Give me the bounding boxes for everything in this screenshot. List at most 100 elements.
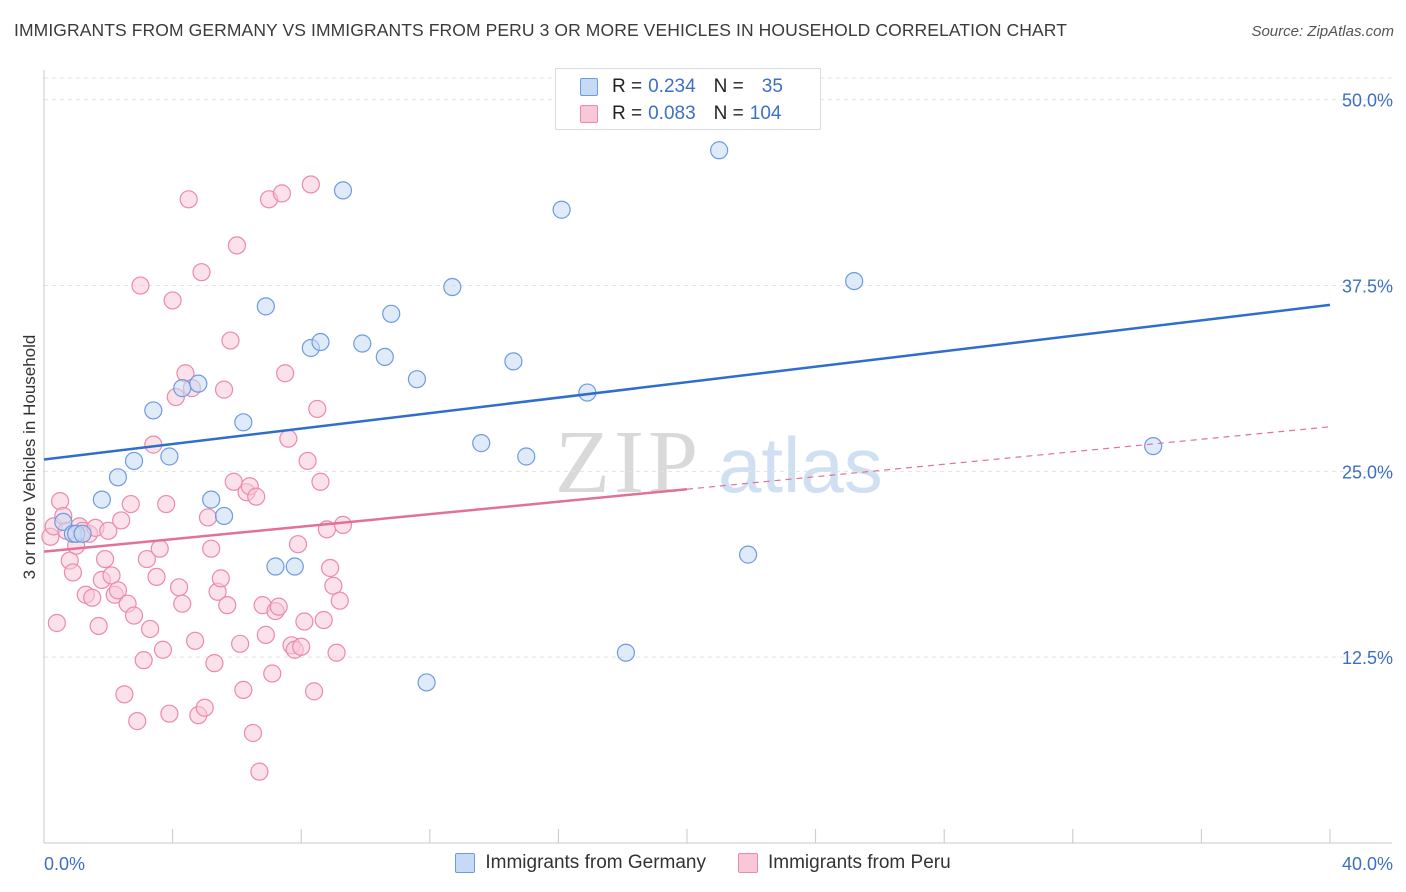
point-peru <box>186 631 205 650</box>
point-peru <box>269 597 288 616</box>
point-peru <box>115 685 134 704</box>
point-peru <box>231 634 250 653</box>
x-tick-label: 0.0% <box>44 854 85 874</box>
point-peru <box>50 491 70 511</box>
point-peru <box>295 612 314 631</box>
series-label-peru: Immigrants from Peru <box>768 852 951 873</box>
point-peru <box>153 640 173 659</box>
point-peru <box>137 549 156 569</box>
point-germany <box>417 673 436 692</box>
point-peru <box>47 613 66 633</box>
legend-swatch-peru <box>580 105 598 123</box>
point-peru <box>321 558 340 578</box>
trendline-peru-extension <box>686 426 1331 490</box>
point-germany <box>1144 436 1163 456</box>
y-tick-label: 12.5% <box>1342 648 1393 668</box>
point-germany <box>311 332 330 352</box>
point-peru <box>234 680 253 699</box>
point-peru <box>202 539 221 558</box>
y-tick-label: 50.0% <box>1342 91 1393 111</box>
point-peru <box>333 515 353 534</box>
point-germany <box>353 334 372 353</box>
legend-r-label: R = <box>612 103 643 124</box>
point-peru <box>160 704 179 723</box>
point-peru <box>112 511 131 530</box>
point-germany <box>173 379 192 398</box>
point-peru <box>163 291 182 310</box>
point-germany <box>108 468 128 487</box>
point-peru <box>205 654 224 673</box>
point-peru <box>311 472 330 491</box>
point-peru <box>330 591 349 610</box>
point-peru <box>124 606 144 625</box>
source-credit: Source: ZipAtlas.com <box>1251 23 1394 40</box>
point-peru <box>272 184 292 203</box>
x-tick-label: 40.0% <box>1342 854 1393 874</box>
point-peru <box>308 399 327 419</box>
point-peru <box>192 263 211 282</box>
y-axis-label: 3 or more Vehicles in Household <box>20 335 39 580</box>
point-germany <box>472 434 491 453</box>
point-peru <box>89 616 108 636</box>
point-germany <box>738 545 758 564</box>
series-swatch-germany <box>455 853 476 873</box>
point-germany <box>443 277 462 297</box>
y-tick-label: 25.0% <box>1342 462 1393 482</box>
series-legend-peru: Immigrants from Peru <box>738 852 951 874</box>
series-legend-germany: Immigrants from Germany <box>455 852 706 874</box>
point-peru <box>292 637 311 656</box>
point-germany <box>845 271 864 291</box>
point-germany <box>234 413 253 432</box>
point-germany <box>124 451 144 471</box>
point-peru <box>134 651 153 670</box>
point-peru <box>314 610 333 630</box>
point-peru <box>298 451 317 471</box>
point-peru <box>140 619 160 639</box>
point-peru <box>63 563 83 582</box>
legend-n-label: N = <box>713 76 744 97</box>
point-peru <box>256 625 275 644</box>
point-germany <box>382 304 401 323</box>
point-peru <box>279 429 298 448</box>
point-peru <box>227 236 246 255</box>
point-peru <box>121 494 140 514</box>
point-peru <box>157 494 176 514</box>
point-peru <box>276 364 295 383</box>
legend-n-peru: 104 <box>749 103 782 124</box>
point-peru <box>211 569 230 588</box>
point-peru <box>173 594 192 613</box>
point-peru <box>169 578 189 597</box>
point-peru <box>128 712 147 731</box>
watermark-zip: ZIP <box>555 413 702 512</box>
series-label-germany: Immigrants from Germany <box>485 852 706 873</box>
point-peru <box>195 698 214 717</box>
legend-r-germany: 0.234 <box>648 76 696 97</box>
point-peru <box>150 539 169 558</box>
point-peru <box>304 682 324 701</box>
point-peru <box>99 521 118 540</box>
series-legend: Immigrants from Germany Immigrants from … <box>0 852 1406 874</box>
point-germany <box>517 447 536 466</box>
y-tick-label: 37.5% <box>1342 277 1393 297</box>
point-peru <box>214 380 234 399</box>
trendline-peru <box>43 487 688 553</box>
point-peru <box>250 762 269 781</box>
point-peru <box>147 567 166 587</box>
legend-n-label: N = <box>713 103 744 124</box>
legend-r-peru: 0.083 <box>648 103 696 124</box>
point-peru <box>83 588 102 607</box>
chart-title: IMMIGRANTS FROM GERMANY VS IMMIGRANTS FR… <box>14 20 1067 40</box>
point-germany <box>616 643 636 662</box>
point-peru <box>327 643 346 662</box>
point-germany <box>144 401 163 420</box>
point-germany <box>552 200 571 219</box>
point-peru <box>131 276 150 295</box>
point-germany <box>256 297 275 316</box>
point-peru <box>301 175 320 194</box>
point-peru <box>243 723 263 743</box>
point-peru <box>247 487 266 506</box>
point-germany <box>214 506 234 526</box>
legend-r-label: R = <box>612 76 643 97</box>
stats-legend: R = 0.234 N = 35 R = 0.083 N = 104 <box>555 68 821 130</box>
